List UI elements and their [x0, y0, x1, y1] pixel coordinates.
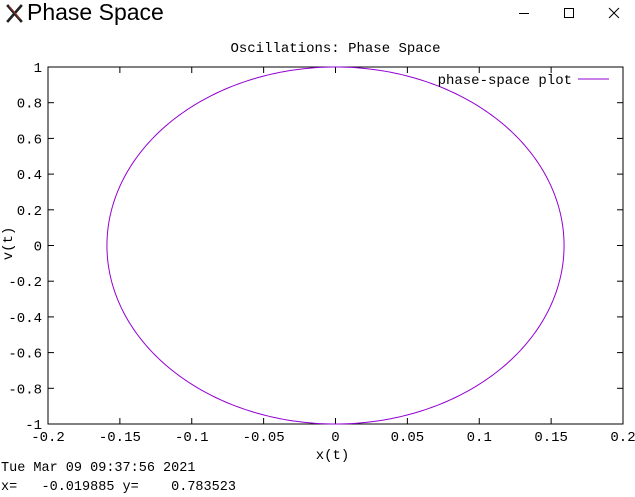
series-line: [106, 66, 565, 425]
phase-space-chart: -0.2 -0.15 -0.1 -0.05 0 0.05 0.1 0.15 0.2 1 0.8 0.6…: [1, 41, 635, 464]
close-button[interactable]: [591, 0, 635, 26]
minimize-button[interactable]: [501, 0, 547, 26]
y-tick-label: 1: [34, 61, 42, 77]
plot-area[interactable]: -0.2 -0.15 -0.1 -0.05 0 0.05 0.1 0.15 0.2 1 0.8 0.6…: [0, 27, 635, 497]
x-axis-label: x(t): [316, 448, 350, 464]
x-tick-label: -0.15: [99, 430, 141, 446]
close-icon: [608, 7, 620, 19]
x-tick-label: 0.1: [467, 430, 492, 446]
x-tick-label: -0.1: [175, 430, 209, 446]
minimize-icon: [519, 13, 529, 14]
x-tick-label: -0.05: [243, 430, 285, 446]
y-tick-label: 0.8: [17, 97, 42, 113]
x-tick-label: 0.05: [391, 430, 425, 446]
y-tick-label: -1: [25, 418, 42, 434]
x-tick-label: 0.15: [534, 430, 568, 446]
y-tick-label: -0.6: [8, 347, 42, 363]
x-tick-label: 0.2: [610, 430, 635, 446]
x-tick-label: 0: [331, 430, 339, 446]
y-tick-label: -0.8: [8, 382, 42, 398]
title-bar[interactable]: Phase Space: [0, 0, 635, 27]
y-axis-label: v(t): [1, 227, 17, 261]
y-tick-label: -0.4: [8, 311, 42, 327]
y-tick-label: 0.4: [17, 168, 42, 184]
y-tick-label: 0.2: [17, 204, 42, 220]
chart-title: Oscillations: Phase Space: [230, 41, 440, 57]
legend-label: phase-space plot: [438, 73, 572, 89]
x-tick-label: -0.2: [31, 430, 65, 446]
maximize-button[interactable]: [546, 0, 592, 26]
y-tick-label: 0: [34, 240, 42, 256]
coordinate-readout: x= -0.019885 y= 0.783523: [1, 480, 236, 495]
plot-border: [47, 66, 624, 425]
x-app-icon: [6, 4, 23, 23]
maximize-icon: [564, 8, 574, 18]
window-title: Phase Space: [27, 0, 164, 25]
y-tick-label: -0.2: [8, 275, 42, 291]
y-tick-label: 0.6: [17, 132, 42, 148]
timestamp-text: Tue Mar 09 09:37:56 2021: [1, 461, 196, 476]
